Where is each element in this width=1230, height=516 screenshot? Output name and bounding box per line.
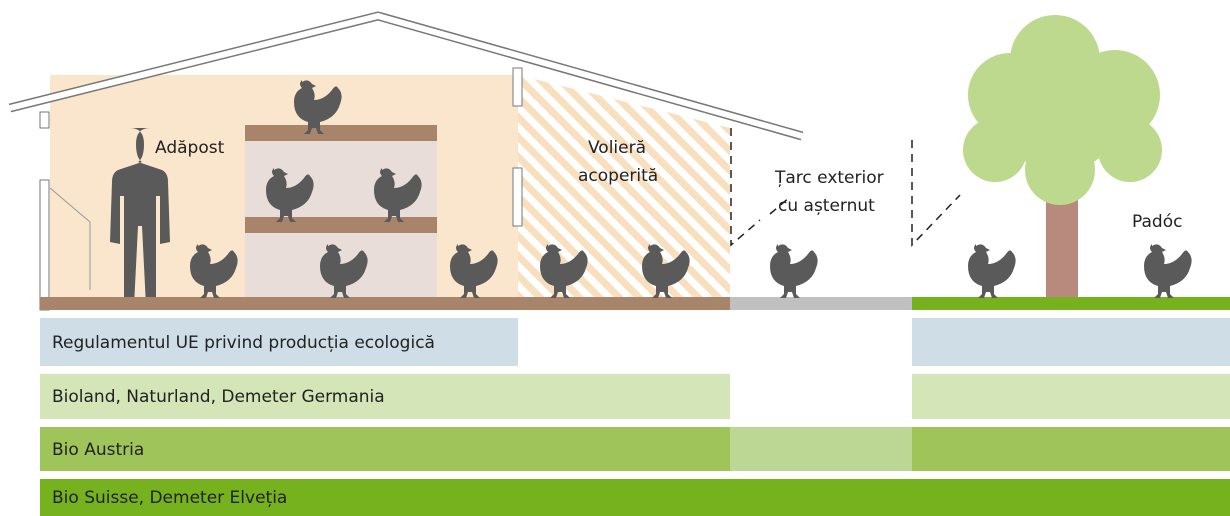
bar	[912, 374, 1230, 419]
ground-shelter	[40, 297, 730, 310]
tree-crown	[963, 15, 1162, 205]
ground-yard	[730, 297, 912, 310]
perch	[245, 125, 437, 141]
post	[513, 68, 522, 106]
post	[513, 168, 522, 226]
bar	[730, 427, 912, 471]
zone-label: Padóc	[1132, 212, 1182, 232]
standard-label: Regulamentul UE privind producția ecolog…	[52, 333, 435, 353]
bar	[912, 427, 1230, 471]
standard-label: Bio Suisse, Demeter Elveția	[52, 488, 287, 508]
bar	[912, 318, 1230, 366]
boundary	[731, 128, 760, 245]
ground-pasture	[912, 297, 1230, 310]
boundary	[912, 140, 960, 245]
diagram: Regulamentul UE privind producția ecolog…	[0, 0, 1230, 516]
standard-label: Bioland, Naturland, Demeter Germania	[52, 387, 385, 407]
post	[40, 112, 49, 128]
zone-label: Țarc exterior	[774, 168, 884, 188]
zone-label: cu așternut	[778, 196, 875, 216]
zone-label: Volieră	[588, 138, 646, 158]
standard-label: Bio Austria	[52, 440, 144, 460]
door	[40, 180, 49, 310]
perch	[245, 217, 437, 233]
zone-label: acoperită	[578, 166, 658, 186]
zone-label: Adăpost	[155, 138, 225, 158]
